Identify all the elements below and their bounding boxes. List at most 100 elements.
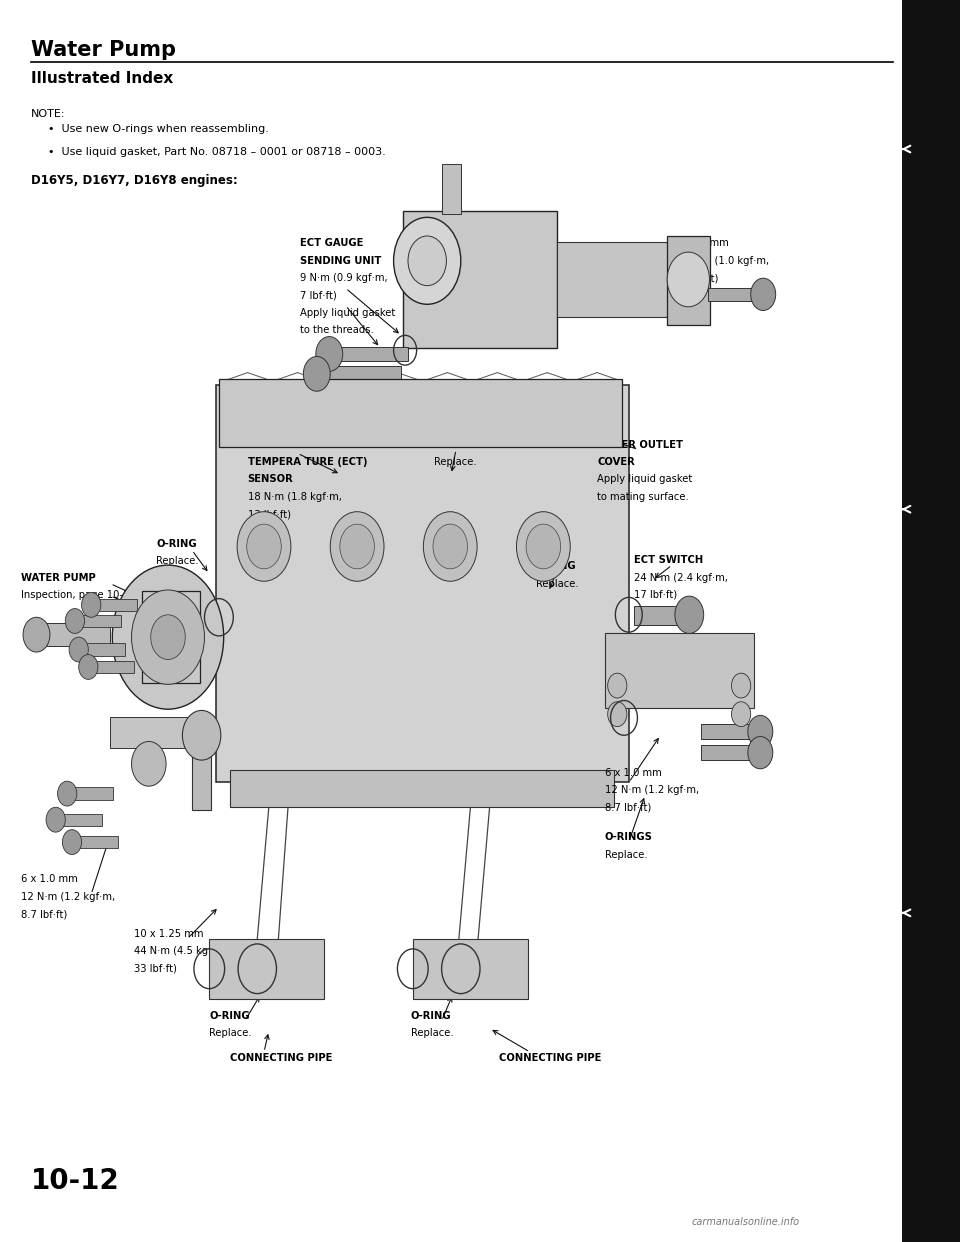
Text: 24 N·m (2.4 kgf·m,: 24 N·m (2.4 kgf·m,: [634, 573, 728, 582]
Text: carmanualsonline.info: carmanualsonline.info: [691, 1217, 800, 1227]
Circle shape: [112, 565, 224, 709]
Text: 12 N·m (1.2 kgf·m,: 12 N·m (1.2 kgf·m,: [21, 892, 115, 902]
Text: SENDING UNIT: SENDING UNIT: [300, 256, 381, 266]
Circle shape: [247, 524, 281, 569]
Circle shape: [608, 702, 627, 727]
Bar: [192, 735, 211, 810]
Bar: [701, 745, 758, 760]
Bar: [336, 347, 408, 361]
Circle shape: [748, 715, 773, 748]
Text: •  Use new O-rings when reassembling.: • Use new O-rings when reassembling.: [48, 124, 269, 134]
Text: COVER: COVER: [597, 457, 635, 467]
Bar: [319, 388, 397, 410]
Text: O-RING: O-RING: [156, 539, 197, 549]
Circle shape: [751, 278, 776, 310]
Text: 8.7 lbf·ft): 8.7 lbf·ft): [21, 909, 67, 919]
Circle shape: [340, 524, 374, 569]
Circle shape: [608, 673, 627, 698]
Text: D16Y5, D16Y7, D16Y8 engines:: D16Y5, D16Y7, D16Y8 engines:: [31, 174, 237, 186]
Text: CONNECTING PIPE: CONNECTING PIPE: [230, 1053, 333, 1063]
Bar: [219, 379, 622, 447]
Circle shape: [433, 524, 468, 569]
Text: 6 x 1.0 mm: 6 x 1.0 mm: [672, 238, 729, 248]
Circle shape: [151, 615, 185, 660]
Bar: [403, 211, 557, 348]
Circle shape: [732, 673, 751, 698]
Circle shape: [46, 807, 65, 832]
Circle shape: [526, 524, 561, 569]
Text: Inspection, page 10-14: Inspection, page 10-14: [21, 590, 135, 600]
Circle shape: [675, 596, 704, 633]
Bar: [38, 623, 110, 646]
Circle shape: [423, 512, 477, 581]
Text: 12 N·m (1.2 kgf·m,: 12 N·m (1.2 kgf·m,: [605, 785, 699, 795]
Circle shape: [394, 217, 461, 304]
Text: Replace.: Replace.: [536, 579, 578, 589]
Bar: [75, 615, 121, 627]
Circle shape: [237, 512, 291, 581]
Text: Replace.: Replace.: [209, 1028, 252, 1038]
Text: Apply liquid gasket: Apply liquid gasket: [300, 308, 395, 318]
Text: 13 lbf·ft): 13 lbf·ft): [248, 509, 291, 519]
Text: Apply liquid gasket: Apply liquid gasket: [597, 474, 692, 484]
Bar: [110, 717, 195, 748]
Bar: [91, 599, 137, 611]
Text: NOTE:: NOTE:: [31, 109, 65, 119]
Text: 44 N·m (4.5 kgf·m,: 44 N·m (4.5 kgf·m,: [134, 946, 228, 956]
Text: WATER PUMP: WATER PUMP: [21, 573, 96, 582]
Bar: [88, 661, 134, 673]
Text: O-RING: O-RING: [411, 1011, 451, 1021]
Bar: [230, 770, 614, 807]
Circle shape: [132, 741, 166, 786]
Circle shape: [62, 830, 82, 854]
Circle shape: [330, 512, 384, 581]
Bar: [324, 366, 401, 381]
Bar: [708, 288, 761, 301]
Text: TEMPERA TURE (ECT): TEMPERA TURE (ECT): [248, 457, 367, 467]
Bar: [413, 939, 528, 999]
Bar: [605, 633, 754, 708]
Text: O-RING: O-RING: [209, 1011, 250, 1021]
Circle shape: [69, 637, 88, 662]
Circle shape: [303, 356, 330, 391]
Text: WATER OUTLET: WATER OUTLET: [597, 440, 684, 450]
Bar: [226, 388, 304, 410]
Circle shape: [58, 781, 77, 806]
Text: O-RINGS: O-RINGS: [605, 832, 653, 842]
Circle shape: [65, 609, 84, 633]
Bar: [209, 939, 324, 999]
Text: Replace.: Replace.: [156, 556, 199, 566]
Bar: [505, 388, 584, 410]
Bar: [142, 591, 200, 683]
Bar: [442, 164, 461, 214]
Text: Replace.: Replace.: [434, 457, 476, 467]
Bar: [216, 385, 629, 782]
Circle shape: [748, 737, 773, 769]
Bar: [902, 0, 960, 1242]
Circle shape: [82, 592, 101, 617]
Text: 7 lbf·ft): 7 lbf·ft): [300, 291, 336, 301]
Bar: [557, 242, 672, 317]
Text: Replace.: Replace.: [411, 1028, 453, 1038]
Bar: [79, 643, 125, 656]
Text: 8.7 lbf·ft): 8.7 lbf·ft): [605, 802, 651, 812]
Text: SENSOR: SENSOR: [248, 474, 294, 484]
Circle shape: [79, 655, 98, 679]
Text: to the threads.: to the threads.: [300, 325, 373, 335]
Circle shape: [516, 512, 570, 581]
Bar: [67, 787, 113, 800]
Circle shape: [408, 236, 446, 286]
Circle shape: [23, 617, 50, 652]
Circle shape: [316, 337, 343, 371]
Circle shape: [667, 252, 709, 307]
Text: 10-12: 10-12: [31, 1167, 119, 1196]
Text: 33 lbf·ft): 33 lbf·ft): [134, 964, 178, 974]
Bar: [412, 388, 491, 410]
Bar: [701, 724, 758, 739]
Text: 9 N·m (0.9 kgf·m,: 9 N·m (0.9 kgf·m,: [300, 273, 387, 283]
Text: 7.2 lbf·ft): 7.2 lbf·ft): [672, 273, 718, 283]
Text: Water Pump: Water Pump: [31, 40, 176, 60]
Bar: [667, 236, 710, 325]
Text: O-RING: O-RING: [434, 440, 474, 450]
Text: Illustrated Index: Illustrated Index: [31, 71, 173, 86]
